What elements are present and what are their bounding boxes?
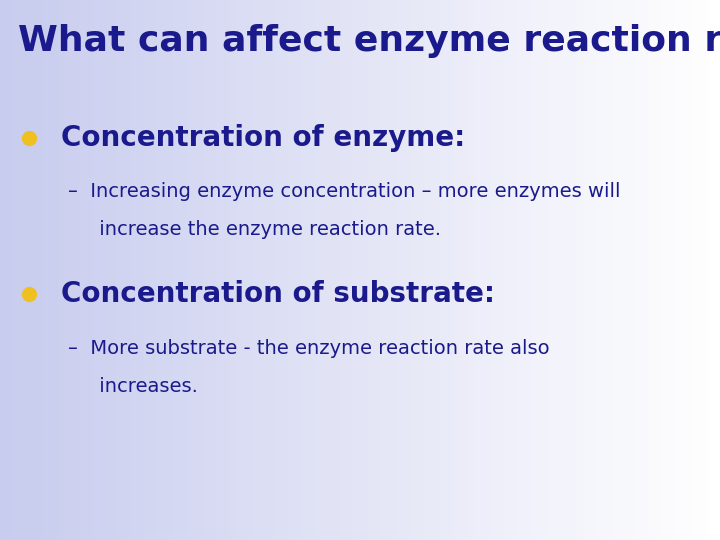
Text: Concentration of substrate:: Concentration of substrate: xyxy=(61,280,495,308)
Text: –  Increasing enzyme concentration – more enzymes will: – Increasing enzyme concentration – more… xyxy=(68,182,621,201)
Text: What can affect enzyme reaction rates?: What can affect enzyme reaction rates? xyxy=(18,24,720,58)
Text: –  More substrate - the enzyme reaction rate also: – More substrate - the enzyme reaction r… xyxy=(68,339,550,358)
Text: Concentration of enzyme:: Concentration of enzyme: xyxy=(61,124,465,152)
Text: increases.: increases. xyxy=(68,376,198,396)
Text: increase the enzyme reaction rate.: increase the enzyme reaction rate. xyxy=(68,220,441,239)
